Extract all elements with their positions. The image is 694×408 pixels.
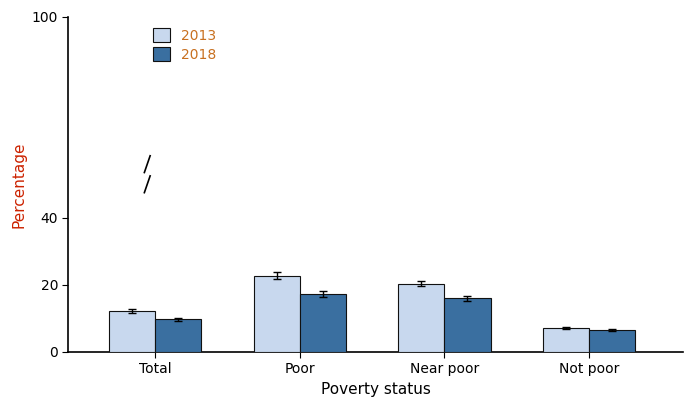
Bar — [155, 319, 201, 352]
Bar — [398, 284, 444, 352]
Legend: 2013, 2018: 2013, 2018 — [149, 24, 221, 66]
X-axis label: Poverty status: Poverty status — [321, 382, 430, 397]
Bar — [253, 276, 300, 352]
Bar — [109, 311, 155, 352]
Bar — [444, 298, 491, 352]
Bar — [589, 330, 635, 352]
Bar — [144, 141, 154, 208]
Bar — [300, 294, 346, 352]
Bar — [543, 328, 589, 352]
Y-axis label: Percentage: Percentage — [11, 141, 26, 228]
